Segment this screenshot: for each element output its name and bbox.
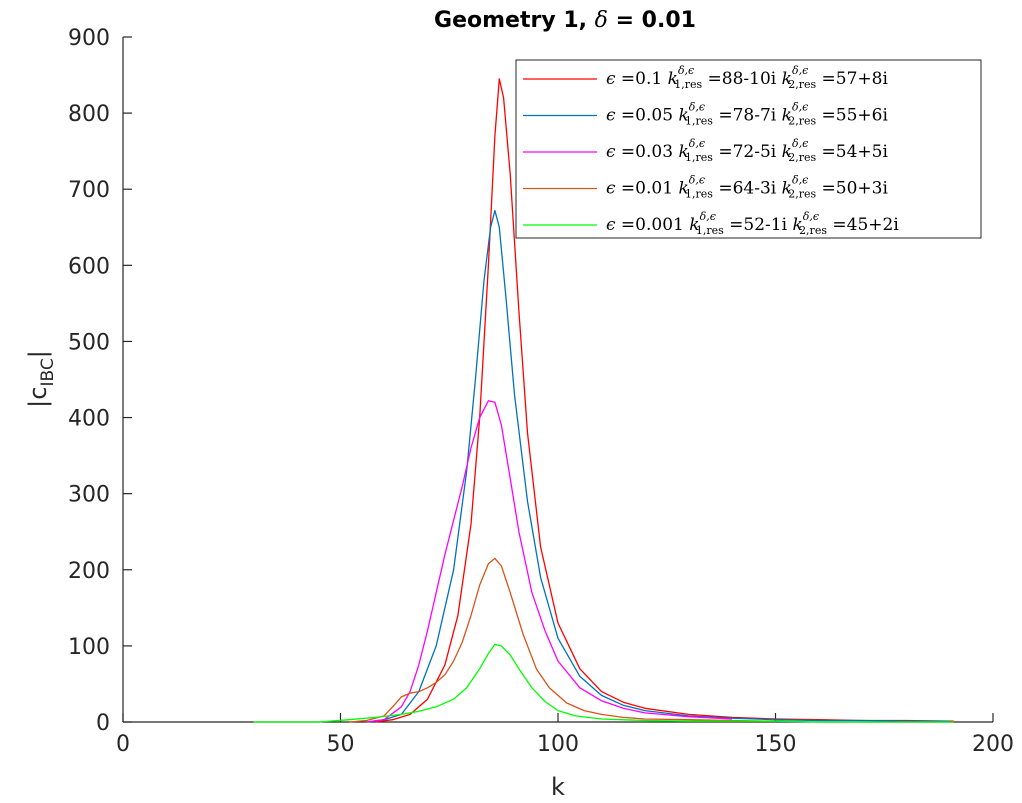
legend-label-4: ϵ =0.01 kδ,ϵ 1,res =64-3i kδ,ϵ 2,res =50+3…: [606, 174, 888, 201]
y-axis-label: |cIBC|: [24, 350, 58, 408]
x-ticks: 0 50 100 150 200: [116, 713, 1014, 757]
plot-lines: [253, 78, 954, 723]
x-tick-label: 100: [537, 732, 579, 757]
y-ticks: 0 100 200 300 400 500 600 700 800 900: [68, 26, 132, 736]
y-tick-label: 200: [68, 559, 110, 584]
legend-label-2: ϵ =0.05 kδ,ϵ 1,res =78-7i kδ,ϵ 2,res =55+6…: [606, 101, 888, 128]
x-tick-label: 150: [755, 732, 797, 757]
x-tick-label: 50: [327, 732, 355, 757]
legend: ϵ =0.1 kδ,ϵ 1,res =88-10i kδ,ϵ 2,res =57+8…: [515, 59, 982, 239]
y-tick-label: 400: [68, 407, 110, 432]
y-tick-label: 800: [68, 102, 110, 127]
series-line-5: [253, 643, 954, 723]
series-line-1: [375, 78, 954, 723]
y-tick-label: 100: [68, 635, 110, 660]
y-tick-label: 500: [68, 330, 110, 355]
chart-title: Geometry 1, δ = 0.01: [434, 8, 696, 33]
y-tick-label: 900: [68, 26, 110, 51]
legend-label-1: ϵ =0.1 kδ,ϵ 1,res =88-10i kδ,ϵ 2,res =57+8…: [606, 64, 888, 91]
x-tick-label: 0: [116, 732, 130, 757]
series-line-3: [366, 400, 733, 723]
x-axis-label: k: [551, 773, 565, 801]
x-tick-label: 200: [972, 732, 1014, 757]
legend-label-3: ϵ =0.03 kδ,ϵ 1,res =72-5i kδ,ϵ 2,res =54+5…: [606, 137, 888, 164]
series-line-4: [349, 557, 776, 723]
y-tick-label: 300: [68, 483, 110, 508]
y-tick-label: 0: [96, 711, 110, 736]
legend-box: [515, 59, 982, 239]
y-tick-label: 600: [68, 254, 110, 279]
series-line-2: [366, 209, 950, 723]
legend-label-5: ϵ =0.001 kδ,ϵ 1,res =52-1i kδ,ϵ 2,res =45+…: [606, 210, 899, 237]
y-tick-label: 700: [68, 178, 110, 203]
